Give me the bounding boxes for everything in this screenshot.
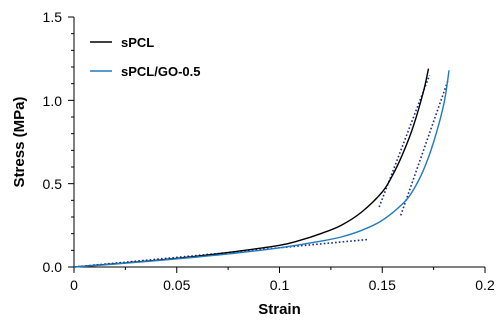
legend-label-spcl-go: sPCL/GO-0.5 (121, 64, 200, 79)
x-tick-label: 0.05 (163, 277, 190, 293)
x-tick-label: 0.2 (475, 277, 495, 293)
y-tick-label: 1.5 (43, 9, 63, 25)
y-tick-label: 0.0 (43, 259, 63, 275)
x-tick-label: 0.1 (270, 277, 290, 293)
series-lines (73, 68, 450, 268)
y-tick-label: 0.5 (43, 176, 63, 192)
x-tick-label: 0.15 (369, 277, 396, 293)
x-tick-label: 0 (70, 277, 78, 293)
legend-label-spcl: sPCL (121, 35, 154, 50)
y-axis-title: Stress (MPa) (11, 97, 28, 188)
series-line-spcl-go (73, 70, 450, 268)
tangent-line-3 (399, 80, 449, 216)
series-line-spcl (73, 68, 430, 268)
tangent-lines (73, 75, 449, 268)
axis-ticks (68, 16, 486, 273)
x-axis-title: Strain (258, 301, 301, 318)
y-tick-label: 1.0 (43, 93, 63, 109)
legend: sPCL sPCL/GO-0.5 (90, 35, 200, 79)
